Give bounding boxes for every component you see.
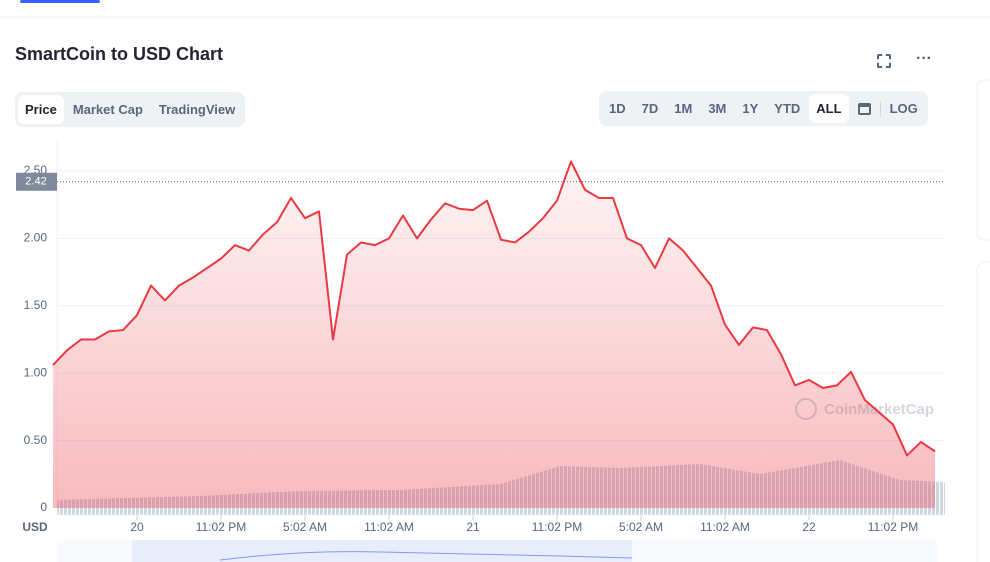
x-tick-label: 11:02 PM — [196, 520, 246, 534]
calendar-button[interactable] — [851, 96, 878, 122]
side-panel — [976, 261, 990, 562]
range-button[interactable]: YTD — [774, 101, 801, 116]
range-group: 1D 7D 1M 3M 1Y YTD ALL LOG — [599, 91, 928, 126]
y-tick-label: 1.00 — [24, 365, 48, 379]
tab[interactable]: Price — [18, 95, 64, 124]
x-axis-label: USD — [22, 520, 48, 534]
x-tick-label: 11:02 AM — [700, 520, 750, 534]
side-panel — [976, 79, 990, 241]
chart-title: SmartCoin to USD Chart — [15, 44, 224, 64]
range-button[interactable]: 7D — [641, 101, 659, 116]
x-tick-label: 5:02 AM — [619, 520, 663, 534]
navigator-window — [132, 540, 632, 562]
tab[interactable]: Market Cap — [72, 102, 143, 117]
x-tick-label: 22 — [802, 520, 816, 534]
price-line — [52, 160, 936, 457]
x-tick-label: 11:02 PM — [532, 520, 582, 534]
range-button[interactable]: ALL — [809, 94, 849, 123]
current-price-box — [16, 172, 57, 191]
tab-group: Price Market Cap TradingView — [15, 92, 246, 127]
y-tick-label: 1.50 — [24, 298, 48, 312]
x-tick-label: 20 — [130, 520, 144, 534]
top-tab — [20, 0, 100, 3]
price-area — [53, 161, 935, 508]
range-button[interactable]: 1D — [609, 101, 626, 116]
tab[interactable]: TradingView — [158, 102, 236, 117]
current-price-label: 2.42 — [25, 176, 46, 188]
x-tick-label: 21 — [466, 520, 480, 534]
range-button[interactable]: 1Y — [742, 101, 759, 116]
log-button[interactable]: LOG — [889, 101, 918, 116]
y-tick-label: 0 — [40, 500, 47, 514]
more-icon[interactable]: ··· — [916, 50, 932, 67]
x-tick-label: 11:02 PM — [868, 520, 918, 534]
y-tick-label: 2.00 — [24, 231, 48, 245]
x-tick-label: 11:02 AM — [364, 520, 414, 534]
range-button[interactable]: 1M — [674, 101, 693, 116]
separator — [879, 100, 881, 117]
x-tick-label: 5:02 AM — [283, 520, 327, 534]
navigator-line — [219, 551, 633, 561]
y-tick-label: 0.50 — [24, 433, 48, 447]
range-button[interactable]: 3M — [708, 101, 727, 116]
fullscreen-icon[interactable] — [877, 54, 891, 68]
